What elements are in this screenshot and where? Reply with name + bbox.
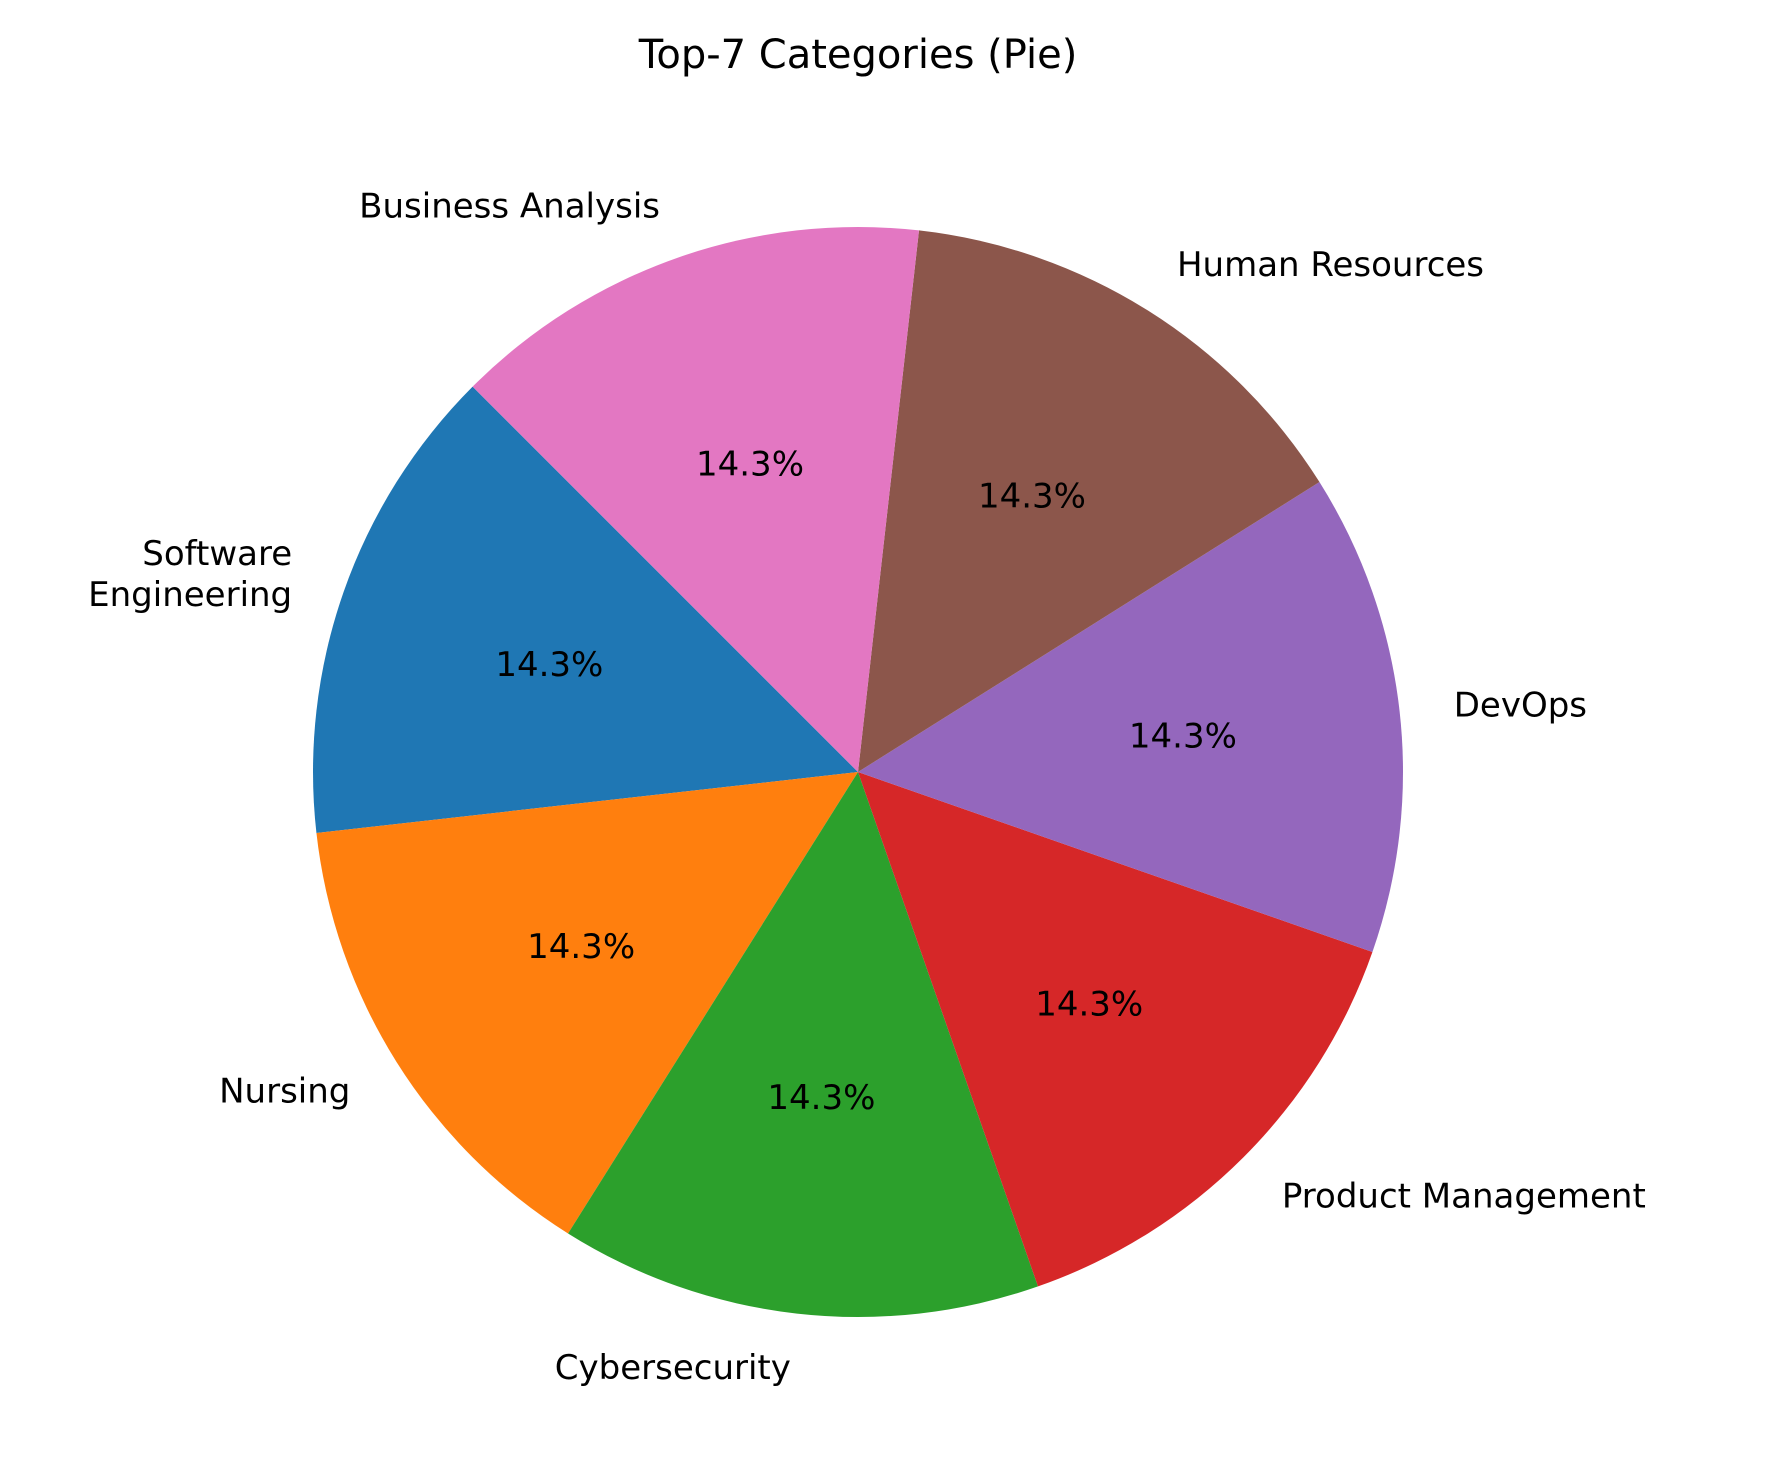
pie-slice-devops <box>858 482 1403 953</box>
pie-slice-cybersecurity <box>568 772 1039 1317</box>
pie-slice-label: Software Engineering <box>88 534 292 615</box>
pie-slice-percent-label: 14.3% <box>527 927 635 967</box>
pie-slice-percent-label: 14.3% <box>1035 984 1143 1024</box>
pie-slice-label: Product Management <box>1282 1176 1646 1216</box>
pie-slice-label: Cybersecurity <box>555 1348 791 1388</box>
pie-slice-label: DevOps <box>1454 685 1587 725</box>
pie-slice-label-line: Engineering <box>88 575 292 615</box>
pie-slice-percent-label: 14.3% <box>1129 717 1237 757</box>
pie-slice-label-line: Business Analysis <box>359 187 660 227</box>
pie-slice-label: Business Analysis <box>359 187 660 227</box>
pie-slice-nursing <box>316 772 858 1234</box>
pie-slice-label-line: Product Management <box>1282 1176 1646 1216</box>
pie-slice-product-management <box>858 772 1373 1287</box>
pie-slice-business-analysis <box>472 227 920 772</box>
pie-slice-percent-label: 14.3% <box>978 476 1086 516</box>
pie-slice-label: Human Resources <box>1177 245 1484 285</box>
pie-slice-label-line: Nursing <box>219 1071 350 1111</box>
pie-slice-human-resources <box>858 230 1320 772</box>
chart-title: Top-7 Categories (Pie) <box>638 32 1078 78</box>
pie-slice-label-line: Human Resources <box>1177 245 1484 285</box>
pie-slice-label-line: DevOps <box>1454 685 1587 725</box>
pie-slice-label: Nursing <box>219 1071 350 1111</box>
pie-slice-label-line: Software <box>142 534 292 574</box>
pie-labels: 14.3% Software Engineering 14.3% Nursing 14.3… <box>88 187 1646 1389</box>
pie-slice-label-line: Cybersecurity <box>555 1348 791 1388</box>
pie-slices <box>313 227 1403 1317</box>
pie-slice-percent-label: 14.3% <box>495 645 603 685</box>
pie-slice-software-engineering <box>313 386 859 834</box>
pie-slice-percent-label: 14.3% <box>767 1078 875 1118</box>
pie-slice-percent-label: 14.3% <box>696 445 804 485</box>
